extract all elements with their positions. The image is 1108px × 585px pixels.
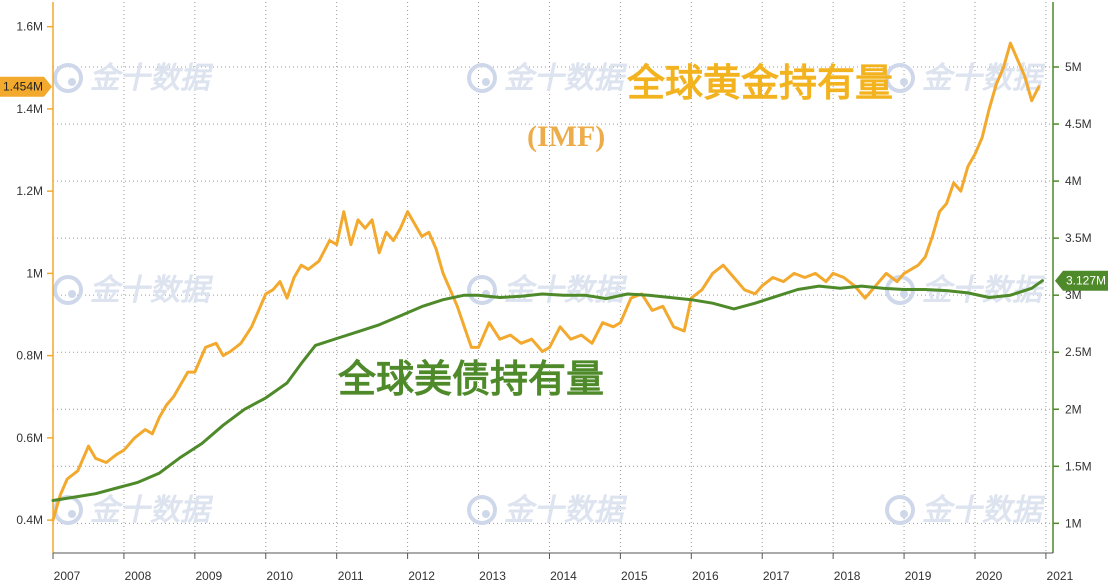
value-badges: 1.454M 3.127M <box>0 76 1108 291</box>
x-tick-label: 2010 <box>266 569 293 583</box>
right-tick-label: 4.5M <box>1065 117 1092 131</box>
right-tick-label: 5M <box>1065 60 1082 74</box>
series-line-gold <box>51 41 1041 522</box>
left-tick-label: 0.4M <box>16 513 43 527</box>
watermark: 金十数据 <box>53 60 216 96</box>
series-label-gold-sub: (IMF) <box>527 120 605 153</box>
watermark-text: 金十数据 <box>501 272 630 308</box>
watermark-text: 金十数据 <box>501 492 630 528</box>
watermark: 金十数据 <box>53 272 216 308</box>
left-tick-label: 1.6M <box>16 20 43 34</box>
x-tick-label: 2009 <box>195 569 222 583</box>
x-tick-label: 2015 <box>621 569 648 583</box>
watermark-icon-dot <box>482 510 490 518</box>
x-tick-label: 2016 <box>692 569 719 583</box>
watermark-icon <box>467 275 497 305</box>
watermark-text: 金十数据 <box>501 60 630 96</box>
right-tick-label: 1M <box>1065 516 1082 530</box>
watermark-text: 金十数据 <box>919 492 1048 528</box>
watermark-icon-dot <box>68 78 76 86</box>
right-tick-label: 3M <box>1065 288 1082 302</box>
watermark: 金十数据 <box>467 492 630 528</box>
x-tick-label: 2012 <box>408 569 435 583</box>
badge-gold: 1.454M <box>0 76 52 97</box>
watermark-text: 金十数据 <box>87 272 216 308</box>
series-label-gold: 全球黄金持有量 <box>626 62 893 105</box>
x-tick-label: 2020 <box>976 569 1003 583</box>
watermark-icon-dot <box>900 290 908 298</box>
left-tick-label: 1M <box>26 266 43 280</box>
right-tick-label: 2M <box>1065 402 1082 416</box>
series-lines <box>51 41 1044 522</box>
x-tick-label: 2007 <box>54 569 81 583</box>
watermark-icon <box>53 275 83 305</box>
watermark-icon <box>885 495 915 525</box>
watermark-icon <box>53 63 83 93</box>
x-tick-label: 2018 <box>834 569 861 583</box>
right-tick-label: 2.5M <box>1065 345 1092 359</box>
left-tick-label: 1.2M <box>16 184 43 198</box>
x-tick-label: 2014 <box>550 569 577 583</box>
x-tick-label: 2021 <box>1047 569 1074 583</box>
watermark-text: 金十数据 <box>87 492 216 528</box>
watermark-icon-dot <box>482 78 490 86</box>
watermark-icon-dot <box>900 510 908 518</box>
series-line-green <box>51 279 1044 502</box>
left-tick-label: 1.4M <box>16 102 43 116</box>
x-tick-label: 2017 <box>763 569 790 583</box>
x-tick-label: 2013 <box>479 569 506 583</box>
watermark-text: 金十数据 <box>87 60 216 96</box>
x-tick-label: 2008 <box>125 569 152 583</box>
badge-green: 3.127M <box>1055 270 1108 291</box>
badge-gold-text: 1.454M <box>3 80 43 94</box>
right-tick-label: 4M <box>1065 174 1082 188</box>
badge-gold-shape <box>0 76 52 97</box>
watermark-icon-dot <box>68 510 76 518</box>
watermark-icon <box>885 63 915 93</box>
x-tick-label: 2019 <box>905 569 932 583</box>
watermark: 金十数据 <box>467 272 630 308</box>
watermark: 金十数据 <box>885 492 1048 528</box>
watermark-icon-dot <box>68 290 76 298</box>
left-tick-label: 0.6M <box>16 431 43 445</box>
x-tick-label: 2011 <box>338 569 364 583</box>
badge-green-shape <box>1055 270 1108 291</box>
right-tick-label: 1.5M <box>1065 459 1092 473</box>
watermark-icon <box>467 63 497 93</box>
badge-green-text: 3.127M <box>1066 274 1106 288</box>
series-label-green: 全球美债持有量 <box>337 358 604 401</box>
series-labels: 全球黄金持有量 (IMF) 全球美债持有量 <box>337 62 893 401</box>
watermark-icon-dot <box>900 78 908 86</box>
right-tick-label: 3.5M <box>1065 231 1092 245</box>
watermark-icon <box>467 495 497 525</box>
watermark: 金十数据 <box>467 60 630 96</box>
axes: 0.4M 0.6M 0.8M 1M 1.2M 1.4M 1.6M 1M 1.5M 2M 2.5M 3M… <box>16 2 1092 583</box>
left-tick-label: 0.8M <box>16 349 43 363</box>
